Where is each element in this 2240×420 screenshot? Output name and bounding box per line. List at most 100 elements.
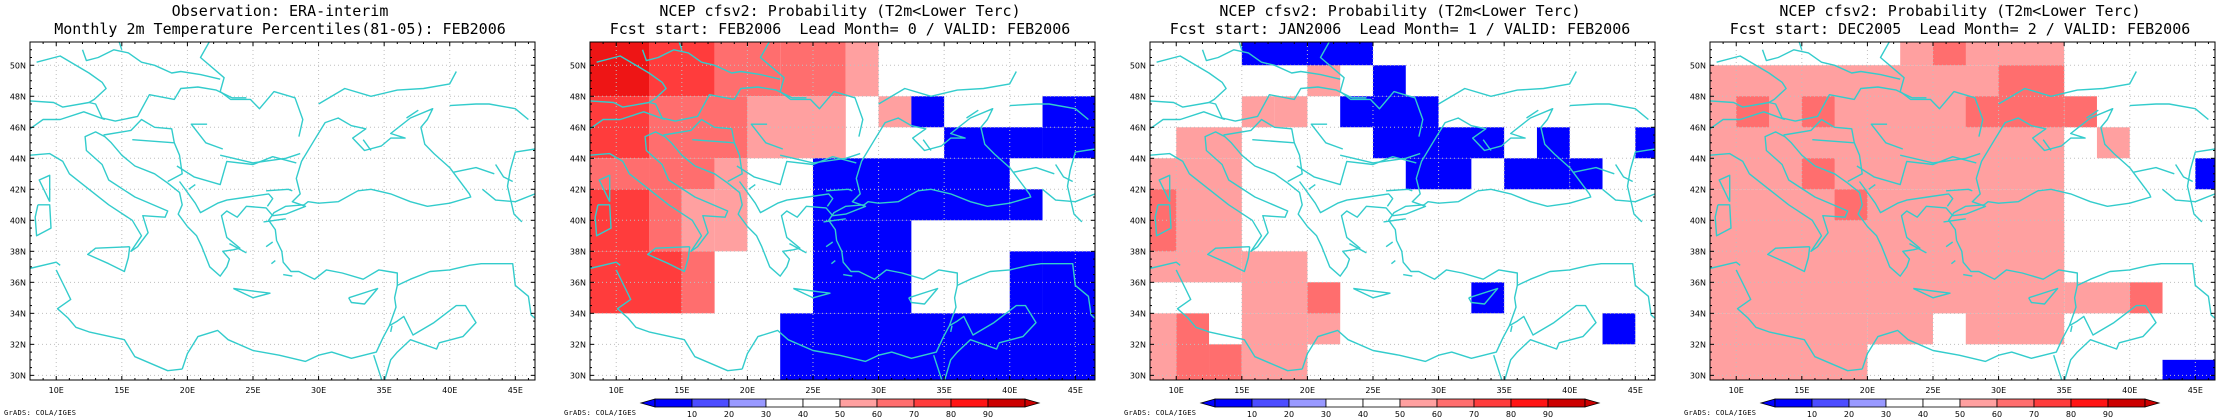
frame-ticks	[1149, 42, 1655, 380]
coastline	[1870, 123, 1904, 150]
coastline	[1909, 242, 1927, 254]
lon-label: 10E	[49, 386, 64, 395]
coastline	[1946, 188, 1973, 192]
lon-label: 40E	[1002, 386, 1017, 395]
colorbar-label: 40	[798, 410, 808, 419]
coastline	[132, 139, 175, 144]
coastline	[2186, 148, 2215, 223]
colorbar-label: 90	[2103, 410, 2113, 419]
colorbar-swatch	[1214, 398, 1253, 408]
coastline	[1812, 139, 1855, 144]
coastline	[1383, 218, 1406, 223]
panel-title: NCEP cfsv2: Probability (T2m<Lower Terc)…	[1120, 2, 1680, 38]
coastline	[1783, 118, 1863, 183]
shaded-cell	[1009, 189, 1043, 221]
lon-label: 35E	[1497, 386, 1512, 395]
shaded-cell	[1241, 313, 1308, 380]
colorbar-label: 90	[983, 410, 993, 419]
lat-label: 34N	[1690, 309, 1706, 318]
coastline	[1042, 188, 1095, 203]
lon-label: 40E	[1562, 386, 1577, 395]
coastline	[1950, 260, 1956, 265]
shaded-cell	[2064, 96, 2097, 128]
coastline	[750, 123, 784, 150]
lat-label: 36N	[10, 278, 26, 287]
coastline	[1201, 49, 1341, 80]
coastline	[1998, 71, 2137, 105]
coastlines	[590, 42, 1095, 380]
coastline	[878, 71, 1017, 105]
coastline	[843, 273, 853, 277]
coastline	[789, 242, 807, 254]
colorbar-swatch	[1996, 398, 2035, 408]
coastline	[2070, 325, 2073, 333]
panel-title-line: Observation: ERA-interim	[171, 2, 389, 20]
colorbar-label: 80	[2066, 410, 2076, 419]
colorbar-swatch	[1547, 398, 1586, 408]
lat-label: 30N	[1690, 371, 1706, 380]
lon-label: 35E	[377, 386, 392, 395]
coastline	[2086, 109, 2099, 119]
colorbar-swatch	[802, 398, 841, 408]
lon-label: 45E	[508, 386, 523, 395]
colorbar-swatch	[765, 398, 804, 408]
colorbar-arrow-low	[1199, 398, 1216, 408]
shaded-cell	[1274, 96, 1308, 128]
coastline	[641, 49, 781, 80]
lon-label: 10E	[609, 386, 624, 395]
coastline	[590, 107, 1032, 370]
lon-label: 40E	[2122, 386, 2137, 395]
map-canvas: 10E 15E 20E 25E 30E 35E 40E 45E 30N 32N 34N 36N 38N 4…	[10, 41, 536, 395]
coastline	[1223, 118, 1303, 183]
coastline	[943, 304, 1037, 380]
lon-label: 15E	[1794, 386, 1809, 395]
map-panel-1: Observation: ERA-interim Monthly 2m Tempe…	[0, 0, 560, 420]
coastline	[678, 42, 683, 51]
shaded-cell	[1504, 158, 1570, 190]
map-frame	[1149, 41, 1656, 381]
lon-label: 20E	[1300, 386, 1315, 395]
lat-label: 40N	[1690, 216, 1706, 225]
coastline	[2175, 164, 2194, 183]
colorbar-label: 30	[1321, 410, 1331, 419]
lon-label: 25E	[805, 386, 820, 395]
shaded-cell	[590, 189, 650, 252]
colorbar-arrow-high	[1024, 398, 1041, 408]
colorbar-swatch	[2033, 398, 2072, 408]
coastline	[1710, 261, 1741, 270]
colorbar: 10 20 30 40 50 60 70 80 90	[1759, 398, 2161, 419]
shaded-cell	[590, 251, 682, 314]
shaded-cell	[2162, 359, 2215, 380]
coastline	[692, 139, 735, 144]
colorbar-swatch	[1848, 398, 1887, 408]
lon-label: 10E	[1729, 386, 1744, 395]
lon-label: 15E	[1234, 386, 1249, 395]
coastline	[38, 174, 51, 203]
coastline	[1943, 218, 1966, 223]
lat-label: 36N	[1690, 278, 1706, 287]
coastline	[1710, 86, 1927, 122]
colorbar-label: 20	[1844, 410, 1854, 419]
coastline	[2133, 166, 2175, 175]
colorbar-swatch	[654, 398, 693, 408]
coastline	[397, 263, 535, 320]
lon-label: 25E	[1925, 386, 1940, 395]
map-canvas: 10E 15E 20E 25E 30E 35E 40E 45E 30N 32N 34N 36N 38N 4…	[1690, 41, 2216, 419]
shaded-cell	[780, 313, 1095, 380]
lon-label: 30E	[871, 386, 886, 395]
shaded-cell	[2129, 282, 2163, 314]
coastline	[1390, 260, 1396, 265]
coastline	[780, 152, 861, 164]
shaded-cell	[1801, 158, 1835, 190]
coastline	[590, 86, 807, 122]
colorbar-label: 80	[1506, 410, 1516, 419]
colorbar-label: 20	[1284, 410, 1294, 419]
lat-label: 44N	[570, 154, 586, 163]
lat-label: 40N	[1130, 216, 1146, 225]
coastline	[908, 287, 939, 305]
colorbar-label: 50	[1955, 410, 1965, 419]
colorbar-swatch	[1922, 398, 1961, 408]
coastline	[406, 109, 419, 119]
coastline	[449, 103, 529, 121]
shaded-cell	[590, 96, 650, 159]
